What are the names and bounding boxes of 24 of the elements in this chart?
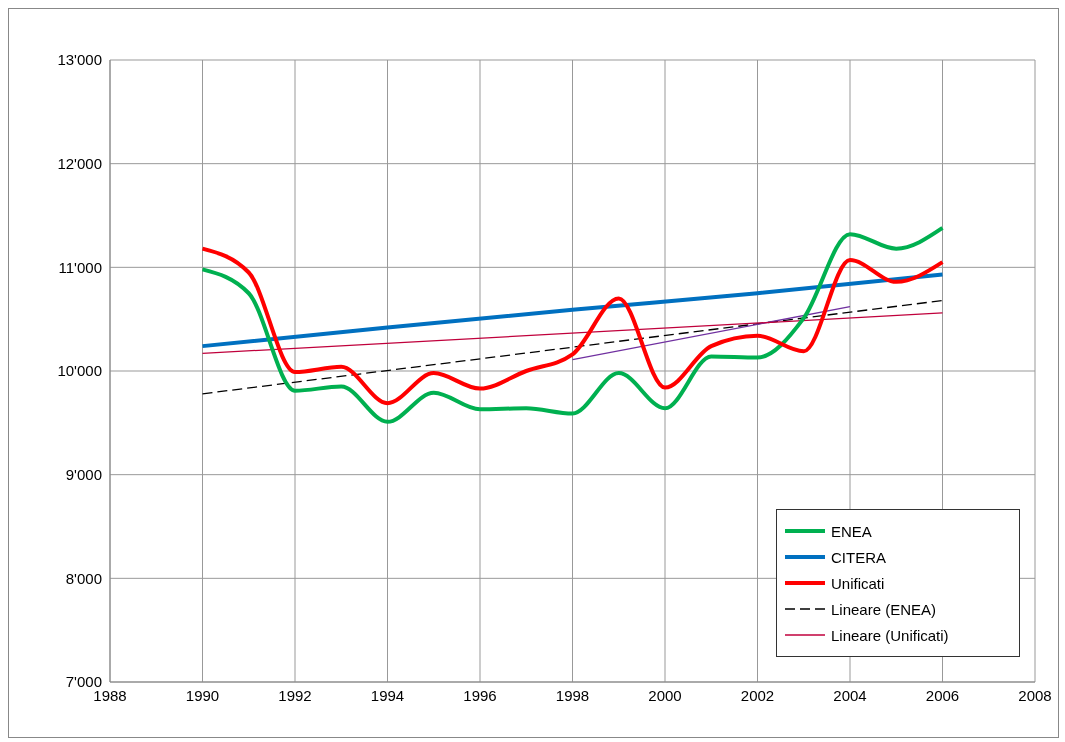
x-tick-label: 2000: [648, 686, 682, 704]
x-tick-label: 2002: [740, 686, 775, 704]
legend-label: Lineare (ENEA): [831, 600, 937, 618]
x-tick-label: 1990: [185, 686, 220, 704]
legend-label: Unificati: [831, 574, 885, 592]
x-tick-label: 2006: [925, 686, 960, 704]
y-tick-label: 10'000: [57, 362, 102, 380]
x-tick-label: 1998: [555, 686, 590, 704]
x-tick-label: 2004: [833, 686, 867, 704]
y-tick-label: 9'000: [65, 465, 102, 483]
x-tick-label: 2008: [1018, 686, 1052, 704]
x-tick-label: 1992: [278, 686, 312, 704]
x-tick-label: 1994: [370, 686, 405, 704]
legend-label: ENEA: [831, 522, 872, 540]
legend-label: Lineare (Unificati): [831, 626, 949, 644]
line-series: [200, 225, 945, 424]
x-tick-label: 1996: [463, 686, 497, 704]
legend-label: CITERA: [831, 548, 887, 566]
y-tick-label: 11'000: [58, 258, 102, 276]
line-series: [200, 272, 945, 349]
y-tick-label: 8'000: [65, 569, 102, 587]
y-tick-label: 13'000: [57, 51, 102, 69]
y-tick-label: 12'000: [57, 154, 102, 172]
line-series: [200, 246, 945, 406]
